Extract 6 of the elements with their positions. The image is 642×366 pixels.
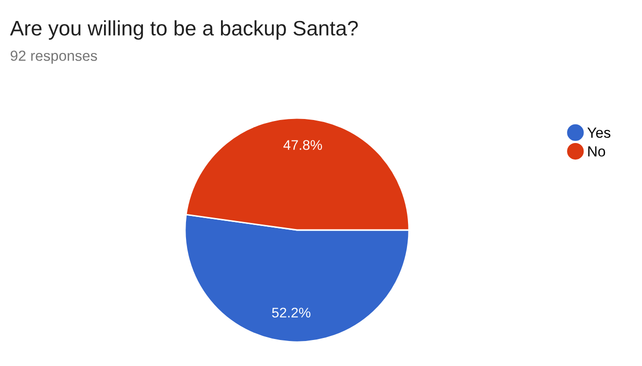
data-label: 47.8% bbox=[283, 140, 322, 150]
legend-label: Yes bbox=[587, 128, 610, 138]
chart-title: Are you willing to be a backup Santa? bbox=[10, 20, 358, 40]
text: 92 responses bbox=[10, 50, 98, 64]
legend-label: No bbox=[588, 146, 606, 157]
data-label: 52.2% bbox=[272, 308, 310, 318]
